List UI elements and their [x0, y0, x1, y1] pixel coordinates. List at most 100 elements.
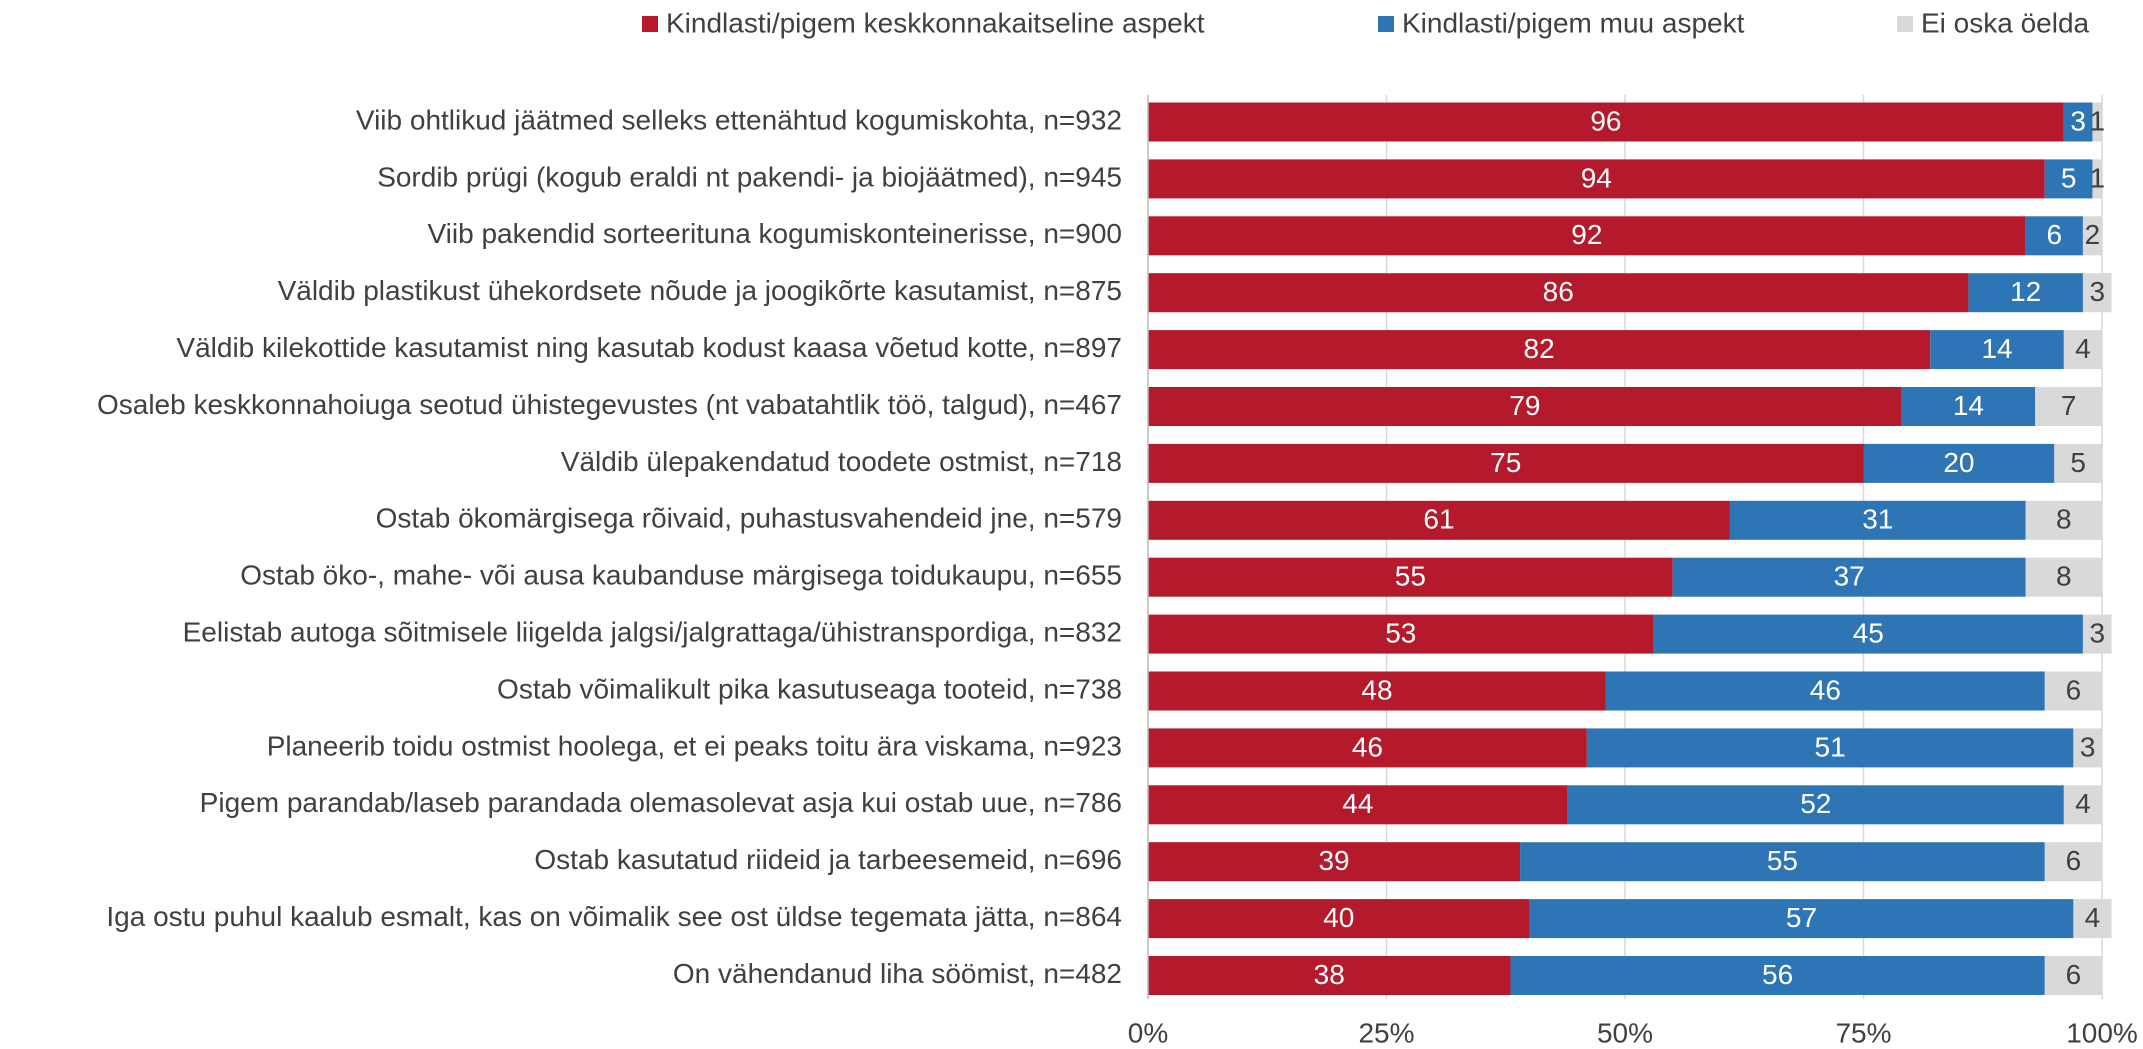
data-label: 8 [2056, 561, 2072, 592]
y-tick-label: On vähendanud liha söömist, n=482 [673, 958, 1122, 989]
y-tick-label: Iga ostu puhul kaalub esmalt, kas on või… [106, 901, 1122, 932]
data-label: 8 [2056, 504, 2072, 535]
bar-segment [1520, 842, 2045, 882]
data-label: 45 [1853, 617, 1884, 648]
bar-segment [1148, 899, 1530, 939]
data-label: 20 [1943, 447, 1974, 478]
bar-segment [2035, 387, 2102, 426]
bar-segment [1863, 443, 2055, 483]
legend-swatch [642, 16, 658, 32]
bar-segment [1605, 671, 2045, 711]
data-label: 39 [1318, 845, 1349, 876]
data-label: 6 [2066, 674, 2082, 705]
y-tick-label: Osaleb keskkonnahoiuga seotud ühistegevu… [97, 389, 1122, 420]
legend-swatch [1897, 16, 1913, 32]
bar-segment [1148, 216, 2026, 256]
bar-segment [1529, 899, 2074, 939]
data-label: 61 [1423, 504, 1454, 535]
y-tick-label: Sordib prügi (kogub eraldi nt pakendi- j… [377, 161, 1122, 192]
data-label: 40 [1323, 902, 1354, 933]
y-tick-label: Viib pakendid sorteerituna kogumiskontei… [428, 218, 1122, 249]
data-label: 82 [1524, 333, 1555, 364]
bar-segment [1148, 500, 1730, 540]
bar-segment [2044, 159, 2093, 199]
bar-segment [2092, 159, 2102, 199]
data-label: 37 [1834, 561, 1865, 592]
bar-segment [1586, 728, 2074, 768]
data-label: 3 [2089, 276, 2105, 307]
data-label: 51 [1815, 731, 1846, 762]
data-label: 3 [2070, 105, 2086, 136]
data-label: 7 [2061, 390, 2077, 421]
data-label: 57 [1786, 902, 1817, 933]
data-label: 14 [1953, 390, 1984, 421]
data-label: 75 [1490, 447, 1521, 478]
y-tick-label: Eelistab autoga sõitmisele liigelda jalg… [183, 616, 1122, 647]
bar-segment [2025, 557, 2102, 597]
bar-segment [2082, 614, 2112, 654]
y-tick-label: Väldib plastikust ühekordsete nõude ja j… [278, 275, 1122, 306]
y-tick-label: Ostab kasutatud riideid ja tarbeesemeid,… [534, 844, 1122, 875]
y-tick-label: Planeerib toidu ostmist hoolega, et ei p… [267, 730, 1122, 761]
y-tick-label: Viib ohtlikud jäätmed selleks ettenähtud… [356, 104, 1122, 135]
bar-segment [2044, 842, 2102, 882]
data-label: 52 [1800, 788, 1831, 819]
bar-segment [1148, 102, 2064, 142]
x-tick-label: 100% [2066, 1017, 2138, 1048]
data-label: 6 [2047, 219, 2063, 250]
y-tick-label: Ostab ökomärgisega rõivaid, puhastusvahe… [376, 503, 1122, 534]
bar-segment [1729, 500, 2026, 540]
y-tick-label: Pigem parandab/laseb parandada olemasole… [200, 787, 1122, 818]
data-label: 79 [1509, 390, 1540, 421]
bar-segment [2054, 443, 2102, 483]
bar-segment [1148, 557, 1673, 597]
bar-segment [2082, 216, 2102, 256]
bar-segment [1653, 614, 2083, 654]
bar-segment [1148, 956, 1511, 995]
data-label: 46 [1810, 674, 1841, 705]
y-tick-label: Väldib ülepakendatud toodete ostmist, n=… [561, 446, 1122, 477]
bar-segment [2092, 102, 2102, 142]
data-label: 5 [2070, 447, 2086, 478]
bar-segment [2082, 273, 2112, 313]
bar-segment [1148, 443, 1864, 483]
bar-segment [1148, 159, 2045, 199]
data-label: 46 [1352, 731, 1383, 762]
bar-segment [2025, 500, 2102, 540]
data-label: 6 [2066, 959, 2082, 990]
x-tick-label: 75% [1835, 1017, 1891, 1048]
data-label: 4 [2085, 902, 2101, 933]
bar-segment [1148, 330, 1931, 370]
data-label: 86 [1543, 276, 1574, 307]
data-label: 12 [2010, 276, 2041, 307]
x-tick-label: 50% [1597, 1017, 1653, 1048]
legend-label: Ei oska öelda [1921, 7, 2090, 38]
bar-segment [2063, 102, 2093, 142]
bar-segment [1148, 273, 1969, 313]
bar-segment [2063, 330, 2102, 370]
data-label: 92 [1571, 219, 1602, 250]
bar-segment [1930, 330, 2064, 370]
x-tick-label: 0% [1128, 1017, 1168, 1048]
data-label: 4 [2075, 788, 2091, 819]
data-label: 2 [2085, 219, 2101, 250]
data-label: 56 [1762, 959, 1793, 990]
y-tick-label: Ostab öko-, mahe- või ausa kaubanduse mä… [240, 560, 1122, 591]
data-label: 5 [2061, 162, 2077, 193]
bar-segment [1968, 273, 2083, 313]
data-label: 6 [2066, 845, 2082, 876]
data-label: 1 [2089, 105, 2105, 136]
bar-segment [2044, 956, 2102, 995]
x-tick-label: 25% [1358, 1017, 1414, 1048]
y-tick-label: Väldib kilekottide kasutamist ning kasut… [176, 332, 1122, 363]
data-label: 3 [2080, 731, 2096, 762]
bar-segment [1148, 785, 1568, 825]
bar-segment [1148, 671, 1606, 711]
data-label: 44 [1342, 788, 1373, 819]
data-label: 55 [1767, 845, 1798, 876]
data-label: 38 [1314, 959, 1345, 990]
bar-segment [2073, 899, 2112, 939]
bar-segment [1901, 387, 2036, 426]
bar-segment [1148, 728, 1587, 768]
